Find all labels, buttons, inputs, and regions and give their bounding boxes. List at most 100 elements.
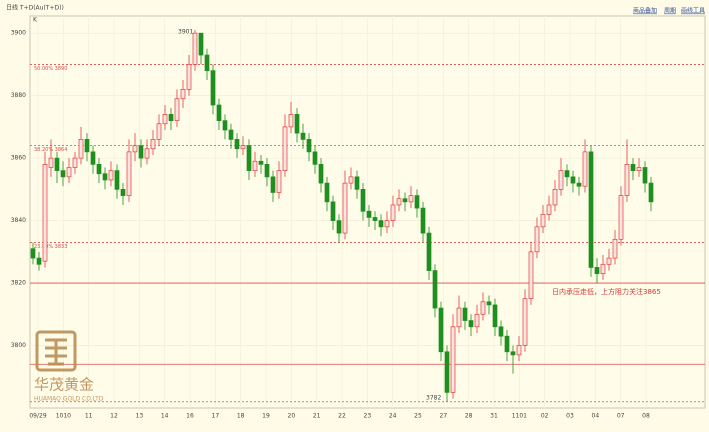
candle-body: [516, 345, 522, 356]
candle-body: [42, 164, 48, 262]
candle-body: [294, 114, 300, 134]
candle-body: [594, 267, 600, 275]
candle-body: [366, 210, 372, 218]
candle-body: [174, 98, 180, 121]
x-tick-label: 27: [440, 413, 448, 420]
candle-body: [540, 213, 546, 228]
y-tick-label: 3800: [11, 342, 26, 349]
candle-body: [342, 182, 348, 234]
y-tick-label: 3820: [11, 280, 26, 287]
candle-body: [576, 182, 582, 187]
level-label: 50.00% 3890: [34, 66, 67, 72]
candle-body: [306, 139, 312, 153]
candle-body: [534, 226, 540, 253]
candle-body: [60, 170, 66, 178]
candle-body: [570, 176, 576, 184]
candle-body: [636, 167, 642, 171]
candle-body: [222, 120, 228, 131]
x-tick-label: 13: [136, 413, 144, 420]
candle-body: [312, 151, 318, 165]
candle-body: [474, 313, 480, 328]
candle-body: [324, 182, 330, 203]
x-tick-label: 1010: [56, 413, 71, 420]
x-tick-label: 04: [592, 413, 600, 420]
candle-body: [402, 198, 408, 203]
candle-body: [378, 220, 384, 228]
candle-body: [486, 301, 492, 306]
x-tick-label: 19: [262, 413, 270, 420]
candle-body: [582, 151, 588, 187]
candle-body: [648, 182, 654, 203]
candle-body: [600, 263, 606, 275]
candle-body: [270, 176, 276, 193]
x-tick-label: 02: [541, 413, 549, 420]
x-tick-label: 08: [642, 413, 650, 420]
x-tick-label: 11: [85, 413, 93, 420]
candle-body: [78, 139, 84, 159]
candle-body: [228, 129, 234, 140]
y-tick-label: 3840: [11, 217, 26, 224]
candle-body: [126, 151, 132, 196]
high-annotation: 3901: [178, 29, 193, 36]
candle-body: [114, 170, 120, 190]
candle-body: [186, 64, 192, 90]
candle-body: [288, 114, 294, 128]
y-tick-label: 3900: [11, 30, 26, 37]
x-tick-label: 20: [288, 413, 296, 420]
candle-body: [522, 298, 528, 346]
toolbar-button[interactable]: 画线工具: [681, 7, 705, 15]
candle-body: [282, 126, 288, 171]
candle-body: [300, 132, 306, 140]
candle-body: [240, 145, 246, 150]
candle-body: [132, 145, 138, 153]
candle-body: [480, 301, 486, 315]
x-tick-label: 12: [110, 413, 118, 420]
x-tick-label: 31: [490, 413, 498, 420]
candle-body: [612, 238, 618, 259]
candle-body: [72, 157, 78, 168]
candle-body: [36, 257, 42, 265]
candle-body: [462, 307, 468, 321]
candle-body: [192, 32, 198, 65]
candle-body: [384, 220, 390, 228]
candle-body: [204, 54, 210, 72]
x-tick-label: 07: [617, 413, 625, 420]
candle-body: [468, 320, 474, 328]
candle-body: [234, 139, 240, 150]
brand-sub: HUAMAO GOLD CO.LTD: [34, 396, 104, 403]
candle-body: [108, 170, 114, 181]
x-tick-label: 16: [186, 413, 194, 420]
candle-body: [252, 160, 258, 171]
candle-body: [120, 189, 126, 196]
note-annotation: 日内承压走低，上方阻力关注3865: [552, 287, 661, 296]
candle-body: [420, 207, 426, 234]
x-tick-label: 21: [313, 413, 321, 420]
candle-body: [264, 164, 270, 178]
candle-body: [66, 167, 72, 178]
x-tick-label: 09/29: [29, 413, 46, 420]
candle-body: [336, 220, 342, 234]
chart-title: 日线 T+D(Au(T+D)): [6, 4, 64, 12]
candle-body: [162, 114, 168, 125]
candle-body: [30, 248, 36, 259]
candle-body: [558, 170, 564, 190]
level-label: 23.60% 3833: [34, 244, 67, 250]
brand-logo: 华茂黄金 HUAMAO GOLD CO.LTD: [34, 330, 104, 403]
candle-body: [456, 307, 462, 328]
candle-body: [546, 204, 552, 215]
candle-body: [498, 326, 504, 337]
y-tick-label: 3860: [11, 155, 26, 162]
candle-body: [354, 176, 360, 190]
candle-body: [216, 104, 222, 121]
candle-body: [360, 189, 366, 212]
candle-body: [432, 270, 438, 309]
toolbar-button[interactable]: 周期: [664, 7, 676, 15]
candle-body: [48, 157, 54, 168]
candle-body: [606, 257, 612, 265]
marks: 3800 3820 3840 3860 3880 3900 09/29 1010 11 12 13 1…: [11, 16, 705, 420]
candle-body: [408, 195, 414, 203]
candle-body: [180, 89, 186, 100]
candle-body: [138, 145, 144, 159]
candle-body: [624, 164, 630, 196]
toolbar-button[interactable]: 商品叠加: [633, 7, 657, 15]
